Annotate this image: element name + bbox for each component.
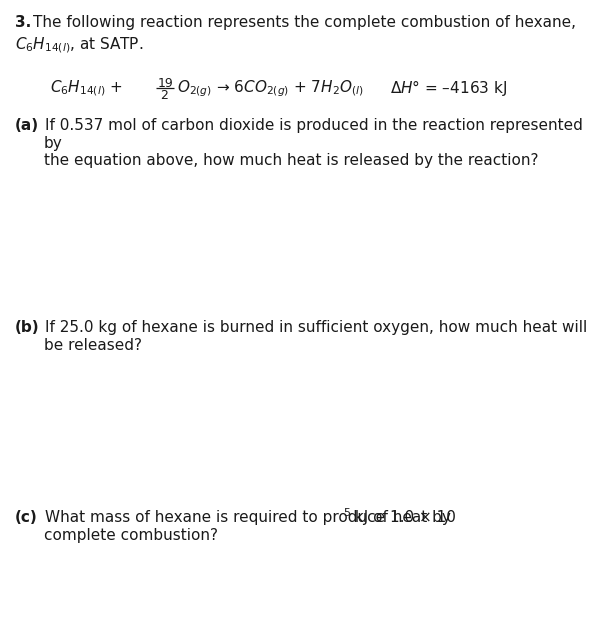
Text: 19: 19 bbox=[158, 77, 174, 90]
Text: (b): (b) bbox=[15, 320, 40, 335]
Text: (c): (c) bbox=[15, 510, 38, 525]
Text: complete combustion?: complete combustion? bbox=[44, 528, 218, 543]
Text: 5: 5 bbox=[343, 508, 350, 518]
Text: $C_6H_{14(l)}$, at SATP.: $C_6H_{14(l)}$, at SATP. bbox=[15, 35, 143, 54]
Text: kJ of heat by: kJ of heat by bbox=[350, 510, 451, 525]
Text: $O_{2(g)}$ → $6CO_{2(g)}$ + $7H_2O_{(l)}$: $O_{2(g)}$ → $6CO_{2(g)}$ + $7H_2O_{(l)}… bbox=[177, 78, 364, 99]
Text: $\Delta H°$ = –4163 kJ: $\Delta H°$ = –4163 kJ bbox=[390, 78, 507, 98]
Text: The following reaction represents the complete combustion of hexane,: The following reaction represents the co… bbox=[33, 15, 576, 30]
Text: (a): (a) bbox=[15, 118, 39, 133]
Text: be released?: be released? bbox=[44, 338, 142, 353]
Text: If 25.0 kg of hexane is burned in sufficient oxygen, how much heat will: If 25.0 kg of hexane is burned in suffic… bbox=[45, 320, 588, 335]
Text: by: by bbox=[44, 136, 63, 151]
Text: If 0.537 mol of carbon dioxide is produced in the reaction represented: If 0.537 mol of carbon dioxide is produc… bbox=[45, 118, 583, 133]
Text: 2: 2 bbox=[160, 89, 168, 102]
Text: What mass of hexane is required to produce 1.0 × 10: What mass of hexane is required to produ… bbox=[45, 510, 456, 525]
Text: $C_6H_{14(l)}$ +: $C_6H_{14(l)}$ + bbox=[50, 78, 124, 97]
Text: 3.: 3. bbox=[15, 15, 31, 30]
Text: the equation above, how much heat is released by the reaction?: the equation above, how much heat is rel… bbox=[44, 153, 539, 168]
